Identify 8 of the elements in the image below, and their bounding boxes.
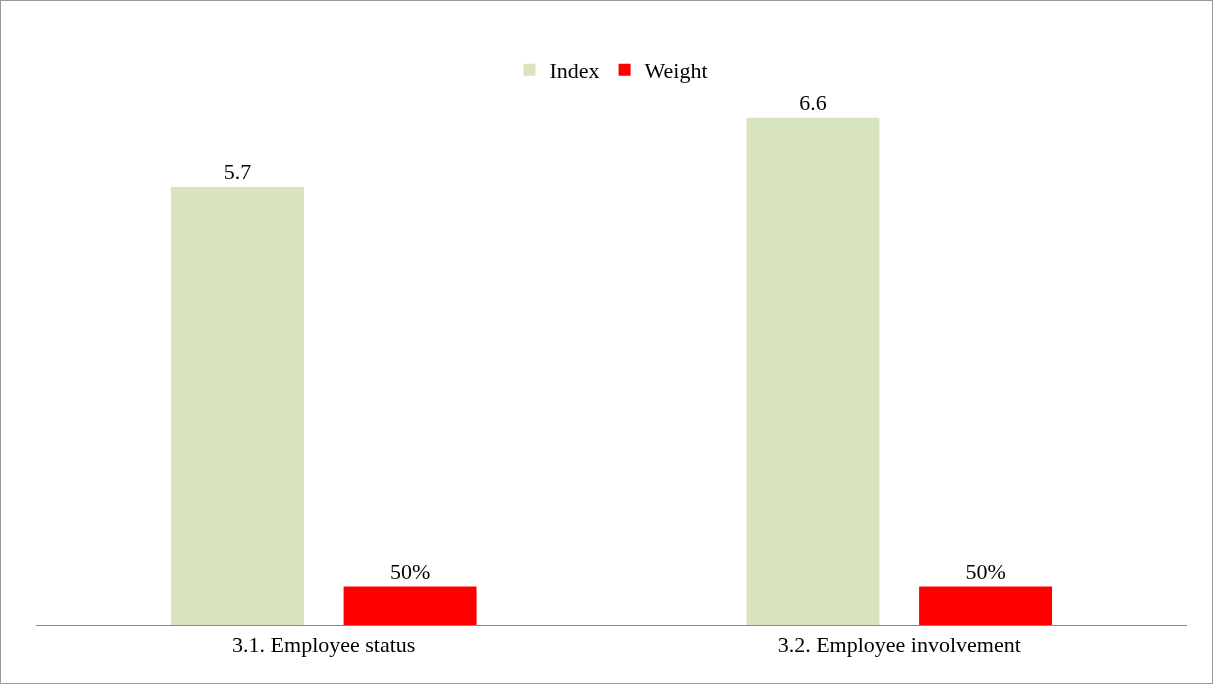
data-label: 5.7: [223, 158, 252, 184]
data-label: 50%: [389, 558, 431, 584]
legend-label: Weight: [644, 58, 708, 84]
x-tick-label: 3.1. Employee status: [232, 632, 416, 658]
data-label: 6.6: [799, 89, 827, 115]
x-tick-label: 3.2. Employee involvement: [777, 632, 1021, 658]
data-label: 50%: [965, 558, 1006, 584]
legend-label: Index: [549, 58, 600, 84]
